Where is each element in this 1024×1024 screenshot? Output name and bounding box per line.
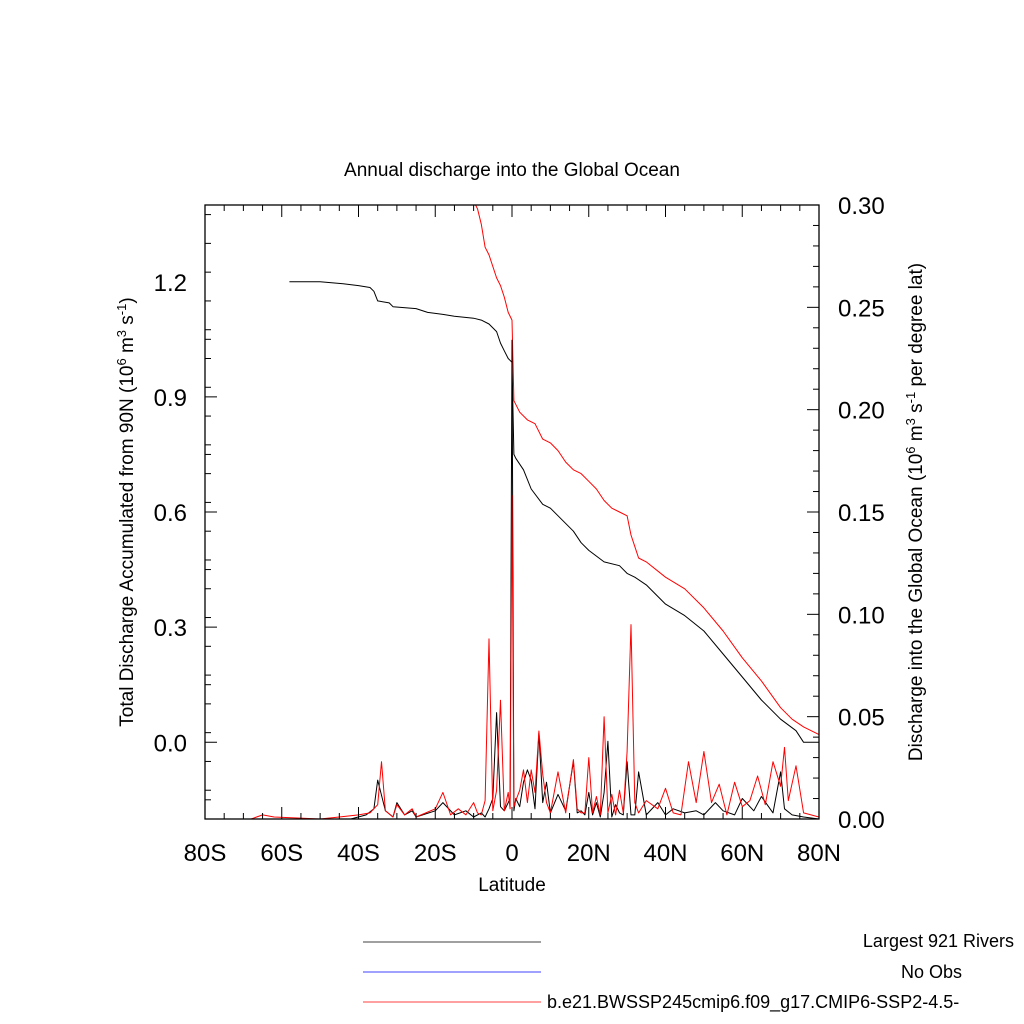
- series-line-4: [205, 495, 819, 819]
- x-tick-label: 80S: [184, 840, 227, 867]
- series-line-2: [474, 205, 819, 736]
- y-left-axis-title: Total Discharge Accumulated from 90N (10…: [114, 297, 138, 726]
- x-tick-label: 20S: [414, 840, 457, 867]
- y-right-tick-label: 0.20: [838, 398, 885, 425]
- x-tick-label: 40S: [337, 840, 380, 867]
- legend: Largest 921 Rivers No Obs b.e21.BWSSP245…: [363, 931, 1014, 1013]
- y-right-tick-label: 0.05: [838, 705, 885, 732]
- x-tick-label: 60S: [260, 840, 303, 867]
- y-right-tick-label: 0.25: [838, 295, 885, 322]
- y-right-tick-label: 0.10: [838, 602, 885, 629]
- y-left-tick-label: 0.9: [154, 385, 187, 412]
- y-right-axis-ticks: 0.00 0.05 0.10 0.15 0.20 0.25 0.30: [807, 193, 885, 834]
- x-tick-label: 40N: [643, 840, 687, 867]
- y-left-tick-label: 1.2: [154, 270, 187, 297]
- y-right-tick-label: 0.15: [838, 500, 885, 527]
- x-axis-ticks: 80S 60S 40S 20S 0 20N 40N 60N 80N: [184, 205, 841, 867]
- series-line-3: [205, 339, 819, 819]
- y-left-tick-label: 0.3: [154, 615, 187, 642]
- legend-label-no-obs: No Obs: [901, 962, 962, 982]
- x-tick-label: 20N: [567, 840, 611, 867]
- x-tick-label: 80N: [797, 840, 841, 867]
- legend-label-largest-rivers: Largest 921 Rivers: [863, 931, 1014, 951]
- y-right-tick-label: 0.30: [838, 193, 885, 220]
- y-left-tick-label: 0.6: [154, 500, 187, 527]
- series-line-0: [289, 281, 819, 743]
- x-axis-title: Latitude: [478, 875, 546, 896]
- chart-title: Annual discharge into the Global Ocean: [344, 160, 680, 181]
- plot-lines: [205, 205, 819, 819]
- legend-label-model: b.e21.BWSSP245cmip6.f09_g17.CMIP6-SSP2-4…: [547, 992, 959, 1013]
- x-tick-label: 60N: [720, 840, 764, 867]
- y-right-tick-label: 0.00: [838, 807, 885, 834]
- x-tick-label: 0: [505, 840, 518, 867]
- y-right-axis-title: Discharge into the Global Ocean (106 m3 …: [903, 263, 927, 761]
- y-left-tick-label: 0.0: [154, 730, 187, 757]
- y-left-axis-ticks: 0.0 0.3 0.6 0.9 1.2: [154, 214, 217, 820]
